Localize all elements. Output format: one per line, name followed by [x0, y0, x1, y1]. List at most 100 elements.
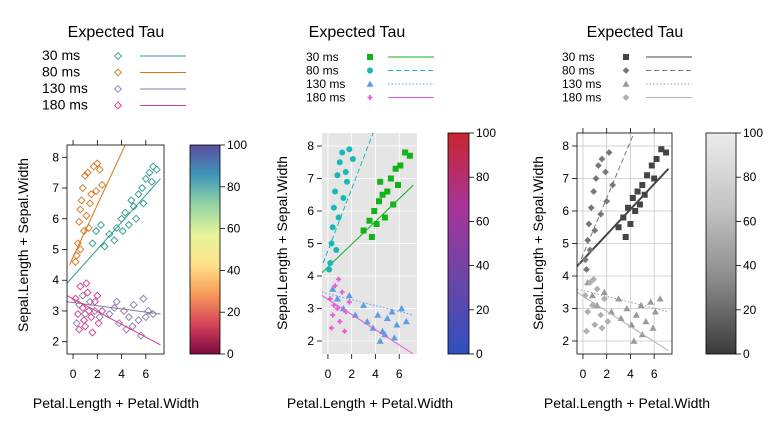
- data-point: [377, 178, 384, 185]
- data-point: [82, 279, 91, 288]
- data-point: [651, 175, 658, 182]
- x-tick-label: 0: [325, 367, 332, 381]
- legend-label: 130 ms: [42, 80, 88, 96]
- data-point: [326, 266, 333, 273]
- data-point: [124, 220, 133, 229]
- y-tick-label: 4: [52, 273, 59, 287]
- data-point: [332, 283, 338, 289]
- series-80-ms: [322, 133, 374, 273]
- y-tick-label: 2: [52, 335, 59, 349]
- data-point: [76, 205, 85, 214]
- y-tick-label: 5: [562, 237, 569, 251]
- legend-label: 30 ms: [42, 47, 80, 63]
- colorbar-tick-label: 100: [476, 126, 496, 140]
- data-point: [583, 327, 590, 335]
- data-point: [78, 291, 87, 300]
- data-point: [653, 156, 660, 162]
- data-point: [630, 337, 638, 344]
- data-point: [87, 190, 96, 199]
- data-point: [604, 318, 612, 325]
- data-point: [112, 223, 121, 233]
- data-point: [139, 199, 148, 208]
- data-point: [602, 168, 609, 176]
- y-tick-label: 3: [562, 302, 569, 316]
- y-tick-label: 8: [52, 150, 59, 164]
- data-point: [75, 217, 84, 226]
- data-point: [93, 159, 102, 168]
- fit-line: [577, 133, 635, 267]
- data-point: [647, 298, 655, 305]
- data-point: [397, 162, 404, 169]
- data-point: [597, 210, 605, 218]
- data-point: [398, 305, 406, 312]
- legend-label: 180 ms: [562, 91, 601, 105]
- data-point: [360, 227, 367, 234]
- colorbar-tick-label: 60: [476, 214, 490, 228]
- data-point: [330, 312, 336, 318]
- y-axis-label: Sepal.Length + Sepal.Width: [530, 156, 546, 330]
- fit-line: [68, 145, 126, 266]
- data-point: [390, 334, 398, 341]
- x-tick-label: 4: [372, 367, 379, 381]
- data-point: [395, 182, 401, 188]
- plot-data: [577, 133, 670, 352]
- series-80-ms: [68, 145, 126, 266]
- y-tick-label: 8: [307, 139, 314, 153]
- data-point: [88, 328, 97, 337]
- y-tick-label: 7: [307, 172, 314, 186]
- y-tick-label: 3: [52, 304, 59, 318]
- data-point: [649, 324, 657, 331]
- data-point: [141, 313, 150, 322]
- data-point: [605, 149, 613, 156]
- data-point: [374, 311, 382, 318]
- colorbar-tick-label: 40: [227, 263, 241, 277]
- data-point: [95, 165, 104, 174]
- data-point: [127, 196, 136, 205]
- data-point: [136, 331, 145, 340]
- colorbar-tick-label: 0: [227, 347, 234, 361]
- data-point: [590, 188, 598, 195]
- data-point: [376, 337, 384, 344]
- data-point: [600, 295, 608, 303]
- colorbar-tick-label: 0: [476, 347, 483, 361]
- colorbar-tick-label: 60: [743, 214, 757, 228]
- data-point: [76, 282, 85, 291]
- data-point: [346, 299, 352, 305]
- series-80-ms: [577, 133, 635, 273]
- data-point: [636, 201, 643, 208]
- data-point: [597, 311, 605, 319]
- data-point: [134, 316, 143, 325]
- data-point: [94, 319, 103, 328]
- data-point: [327, 260, 334, 266]
- data-point: [129, 202, 138, 211]
- data-point: [632, 311, 640, 318]
- series-30-ms: [322, 149, 414, 274]
- x-tick-label: 0: [70, 367, 77, 381]
- data-point: [663, 149, 670, 156]
- legend-label: 130 ms: [562, 77, 601, 91]
- data-point: [340, 195, 347, 201]
- x-axis-label: Petal.Length + Petal.Width: [287, 395, 453, 411]
- data-point: [78, 303, 87, 312]
- colorbar-tick-label: 60: [227, 222, 241, 236]
- data-point: [368, 234, 375, 240]
- legend-label: 30 ms: [306, 50, 339, 64]
- legend-marker: [622, 94, 630, 101]
- data-point: [333, 247, 340, 253]
- data-point: [594, 162, 602, 169]
- data-point: [366, 217, 373, 224]
- y-tick-label: 6: [52, 212, 59, 226]
- legend-marker: [367, 95, 373, 100]
- x-tick-label: 6: [142, 367, 149, 381]
- data-point: [330, 204, 337, 211]
- legend-label: 80 ms: [42, 64, 80, 80]
- y-tick-label: 7: [562, 172, 569, 186]
- fit-line: [322, 133, 374, 264]
- data-point: [84, 223, 93, 233]
- data-point: [656, 295, 664, 302]
- data-point: [384, 188, 391, 195]
- data-point: [637, 301, 645, 309]
- data-point: [387, 175, 394, 182]
- legend-marker: [366, 80, 374, 87]
